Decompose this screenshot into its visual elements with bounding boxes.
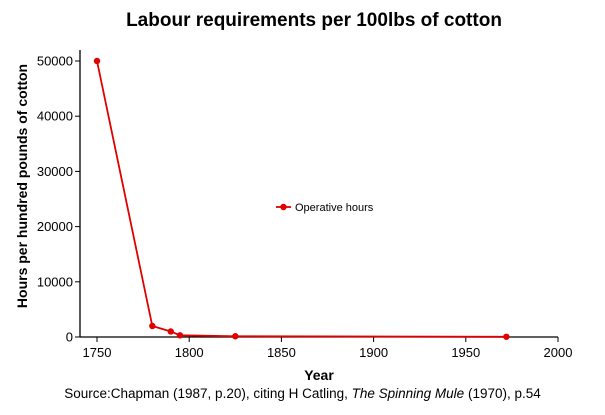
x-tick-label: 2000 [544, 345, 573, 360]
source-prefix: Source:Chapman (1987, p.20), citing H Ca… [64, 386, 352, 401]
source-note: Source:Chapman (1987, p.20), citing H Ca… [0, 386, 605, 401]
x-tick-label: 1950 [451, 345, 480, 360]
y-tick-label: 10000 [37, 274, 73, 289]
x-tick-label: 1750 [83, 345, 112, 360]
x-tick-label: 1800 [175, 345, 204, 360]
source-suffix: (1970), p.54 [464, 386, 541, 401]
x-tick-label: 1850 [267, 345, 296, 360]
x-axis-label: Year [304, 367, 334, 383]
series-line [96, 60, 507, 338]
y-tick-label: 30000 [37, 164, 73, 179]
y-axis-label: Hours per hundred pounds of cotton [14, 64, 30, 308]
chart-title: Labour requirements per 100lbs of cotton [126, 10, 502, 31]
x-tick-label: 1900 [359, 345, 388, 360]
y-tick-label: 20000 [37, 219, 73, 234]
series-layer [93, 57, 510, 340]
legend: Operative hours [276, 202, 374, 214]
data-point [176, 332, 184, 339]
data-point [93, 57, 101, 65]
axes: 0 10000 20000 30000 40000 50000 1750 1800 1850 19… [37, 50, 573, 360]
y-tick-label: 0 [66, 330, 73, 345]
y-tick-label: 50000 [37, 54, 73, 69]
data-point [149, 322, 156, 330]
y-tick-label: 40000 [37, 109, 73, 124]
legend-marker [280, 203, 287, 211]
source-book-title: The Spinning Mule [351, 386, 465, 401]
data-point [167, 328, 174, 335]
data-point [232, 333, 239, 340]
legend-label: Operative hours [295, 202, 374, 214]
data-point [503, 333, 510, 340]
